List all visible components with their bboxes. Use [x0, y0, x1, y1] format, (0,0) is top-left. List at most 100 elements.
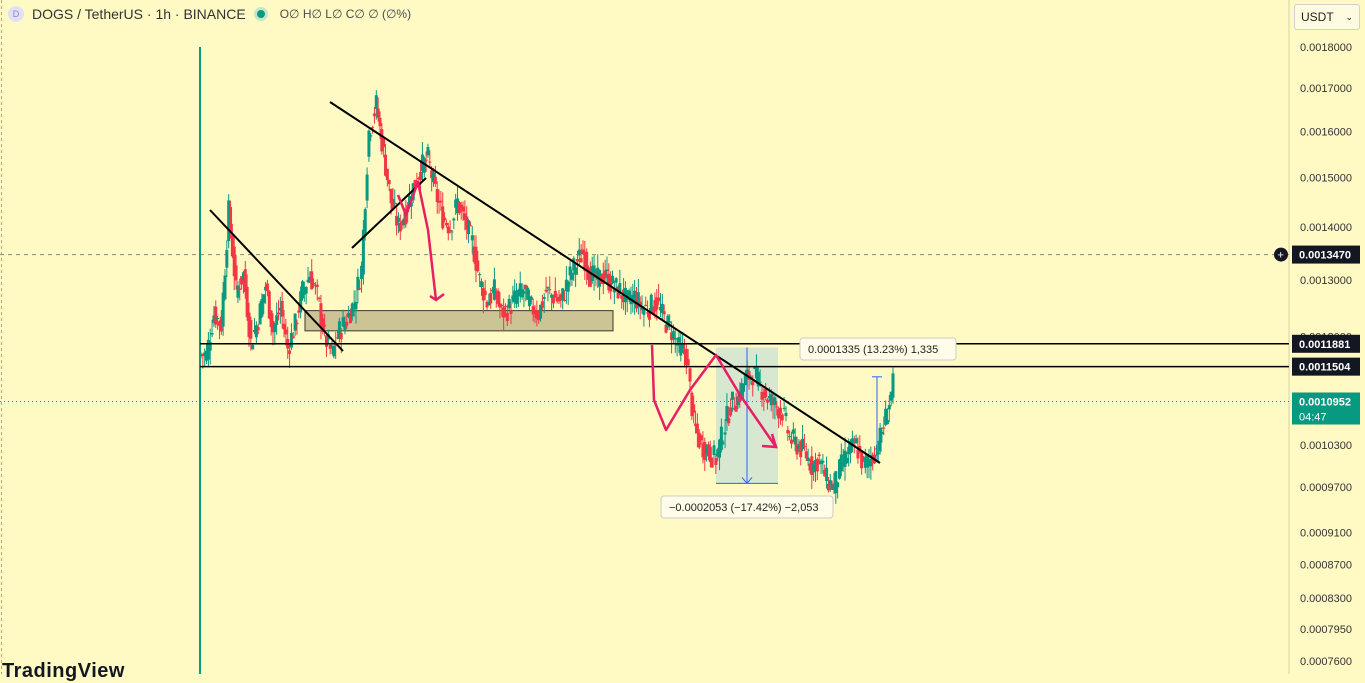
candle-body [234, 265, 238, 281]
candle-body [601, 273, 605, 285]
candle-body [585, 251, 589, 272]
candle-body [236, 285, 240, 298]
candle-body [841, 462, 845, 465]
candle-body [675, 344, 679, 346]
candle-body [227, 200, 231, 242]
candle-body [489, 293, 493, 304]
level-price-badge [1292, 334, 1360, 353]
candle-body [588, 271, 592, 287]
candle-body [836, 482, 840, 488]
candle-body [299, 291, 303, 313]
candle-body [465, 216, 469, 230]
candle-body [551, 297, 555, 304]
candle-body [265, 283, 269, 292]
candle-body [823, 469, 827, 477]
candle-body [254, 325, 258, 338]
countdown-label: 04:47 [1299, 411, 1327, 423]
chart-frame [0, 0, 1290, 674]
drawings-layer [304, 310, 882, 485]
candle-body [330, 346, 334, 348]
candle-body [616, 286, 620, 299]
candle-body [653, 299, 657, 312]
candle-body [620, 295, 624, 299]
candle-body [542, 297, 546, 299]
candle-body [865, 455, 869, 468]
candle-body [671, 331, 675, 338]
candle-body [402, 218, 406, 226]
candle-body [249, 319, 253, 339]
candle-body [505, 312, 509, 322]
candle-body [694, 423, 698, 426]
candle-body [891, 373, 895, 398]
level-price-label: 0.0011504 [1299, 362, 1351, 374]
candle-body [699, 435, 703, 441]
candle-body [869, 459, 873, 467]
level-price-badge [1292, 357, 1360, 376]
candle-body [201, 354, 205, 357]
candle-body [251, 344, 255, 350]
candle-body [424, 159, 428, 161]
candle-body [596, 267, 600, 280]
candle-body [884, 408, 888, 425]
candle-body [293, 313, 297, 331]
candle-body [214, 306, 218, 325]
trendline [351, 177, 427, 249]
candle-body [684, 348, 688, 366]
candles-layer [199, 47, 895, 674]
candle-body [374, 95, 378, 109]
candle-body [633, 290, 637, 304]
price-tick-label: 0.0013000 [1300, 275, 1352, 287]
candle-body [561, 288, 565, 301]
candle-body [535, 310, 539, 319]
candle-body [217, 321, 221, 326]
candle-body [566, 281, 570, 292]
price-tick-label: 0.0014000 [1300, 222, 1352, 234]
price-axis[interactable]: 0.0018000 0.0017000 0.0016000 0.0015000 0.00… [1300, 42, 1352, 668]
price-tick-label: 0.0008700 [1300, 560, 1352, 572]
candle-body [385, 168, 389, 181]
candle-body [336, 337, 340, 339]
candle-body [428, 161, 432, 163]
candle-body [470, 235, 474, 241]
candle-body [503, 305, 507, 307]
candle-body [422, 158, 426, 173]
candle-body [413, 179, 417, 188]
candle-body [312, 283, 316, 285]
symbol-title[interactable]: DOGS / TetherUS · 1h · BINANCE [32, 6, 246, 22]
candle-body [736, 396, 740, 406]
candle-body [594, 272, 598, 278]
candle-body [339, 332, 343, 340]
candle-body [328, 344, 332, 349]
candle-body [642, 308, 646, 315]
candle-body [371, 127, 375, 129]
candle-body [697, 432, 701, 448]
candle-body [203, 352, 207, 356]
candle-body [856, 449, 860, 459]
candle-body [574, 267, 578, 275]
candle-body [511, 295, 515, 302]
candle-body [555, 297, 559, 302]
candle-body [313, 285, 317, 287]
candle-body [343, 323, 347, 330]
candle-body [658, 306, 662, 311]
candle-body [802, 446, 806, 448]
candle-body [232, 246, 236, 277]
candle-body [341, 317, 345, 327]
candle-body [304, 286, 308, 294]
candle-body [319, 303, 323, 326]
candle-body [247, 312, 251, 337]
candle-body [745, 369, 749, 377]
upper-measure-label: 0.0001335 (13.23%) 1,335 [808, 344, 938, 356]
candle-body [396, 217, 400, 222]
candle-body [219, 316, 223, 332]
candle-body [498, 303, 502, 308]
candle-body [611, 275, 615, 284]
candle-body [457, 202, 461, 214]
candle-body [718, 439, 722, 458]
candle-body [544, 289, 548, 292]
currency-select[interactable]: USDT ⌄ [1294, 4, 1360, 30]
candle-body [557, 297, 561, 302]
red-path-drawing [396, 180, 438, 301]
candle-body [742, 384, 746, 392]
